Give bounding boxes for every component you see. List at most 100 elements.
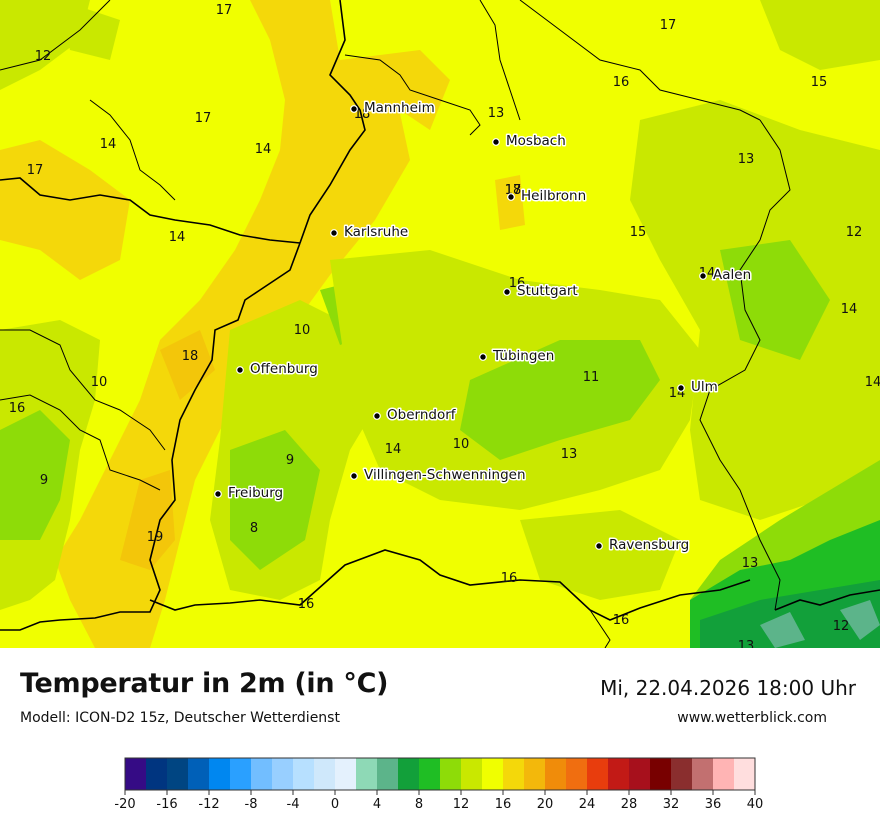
legend-swatch <box>356 758 378 790</box>
legend-tick-label: -12 <box>198 797 219 812</box>
temperature-value: 16 <box>501 571 518 586</box>
legend-swatch <box>188 758 210 790</box>
legend-tick-label: -4 <box>287 797 300 812</box>
model-source: Modell: ICON-D2 15z, Deutscher Wetterdie… <box>20 710 340 726</box>
temperature-value: 17 <box>27 163 44 178</box>
legend-swatch <box>650 758 672 790</box>
temperature-value: 9 <box>286 453 294 468</box>
city-label: Tübingen <box>492 348 554 364</box>
legend-swatch <box>482 758 504 790</box>
legend-swatch <box>146 758 168 790</box>
temperature-value: 10 <box>91 375 108 390</box>
city-label: Heilbronn <box>521 188 586 204</box>
legend-tick-label: 32 <box>663 797 680 812</box>
map-title: Temperatur in 2m (in °C) <box>20 668 389 699</box>
legend-tick-label: -20 <box>114 797 135 812</box>
temperature-value: 14 <box>385 442 402 457</box>
website-link[interactable]: www.wetterblick.com <box>677 710 827 726</box>
temperature-value: 13 <box>738 152 755 167</box>
temperature-value: 10 <box>453 437 470 452</box>
temperature-value: 17 <box>195 111 212 126</box>
legend-swatch <box>419 758 441 790</box>
temperature-value: 16 <box>613 75 630 90</box>
legend-swatch <box>671 758 693 790</box>
temperature-value: 17 <box>216 3 233 18</box>
city-label: Offenburg <box>250 361 318 377</box>
temperature-value: 14 <box>255 142 272 157</box>
temperature-value: 11 <box>583 370 600 385</box>
legend-tick-label: 20 <box>537 797 554 812</box>
legend-swatch <box>272 758 294 790</box>
legend-swatch <box>524 758 546 790</box>
temperature-value: 16 <box>613 613 630 628</box>
city-dot <box>330 229 338 237</box>
legend-swatch <box>713 758 735 790</box>
city-offenburg: Offenburg <box>236 360 319 379</box>
city-dot <box>677 384 685 392</box>
warm-zone-north <box>340 50 525 230</box>
city-dot <box>373 412 381 420</box>
city-label: Karlsruhe <box>344 224 408 240</box>
legend-tick-label: 4 <box>373 797 381 812</box>
cool-zone-south <box>520 510 680 600</box>
temperature-value: 8 <box>250 521 258 536</box>
city-ravensburg: Ravensburg <box>595 536 691 555</box>
color-legend: -20 -16 -12 -8 -4 0 4 8 12 16 20 24 28 32 36 40 <box>114 757 764 812</box>
temperature-value: 12 <box>35 49 52 64</box>
legend-tick-label: 24 <box>579 797 596 812</box>
city-aalen: Aalen <box>699 266 753 285</box>
warm-zone-rhine-core <box>120 330 215 570</box>
city-dot <box>492 138 500 146</box>
cool-zone-blackforest-deep <box>230 280 380 570</box>
city-dot <box>350 105 358 113</box>
temperature-value: 13 <box>488 106 505 121</box>
legend-swatch <box>377 758 399 790</box>
temperature-value: 13 <box>742 556 759 571</box>
legend-swatch <box>167 758 189 790</box>
city-dot <box>507 193 515 201</box>
legend-swatch <box>545 758 567 790</box>
legend-tick-label: 40 <box>747 797 764 812</box>
legend-tick-label: 12 <box>453 797 470 812</box>
legend-swatch <box>566 758 588 790</box>
temperature-value: 15 <box>811 75 828 90</box>
legend-frame <box>124 757 756 791</box>
cool-zone-north-east <box>760 0 880 70</box>
temperature-value: 17 <box>660 18 677 33</box>
border-lines <box>0 0 880 631</box>
legend-swatch <box>293 758 315 790</box>
city-dot <box>236 366 244 374</box>
city-freiburg: Freiburg <box>214 484 285 503</box>
temperature-value: 15 <box>630 225 647 240</box>
temperature-value: 16 <box>9 401 26 416</box>
legend-tick-label: 28 <box>621 797 638 812</box>
city-mosbach: Mosbach <box>492 132 567 151</box>
city-villingen-schwenningen: Villingen-Schwenningen <box>350 466 527 485</box>
legend-swatch <box>251 758 273 790</box>
temperature-value: 12 <box>846 225 863 240</box>
legend-swatch <box>125 758 147 790</box>
city-markers: Mannheim Mosbach Heilbronn Karlsruhe Stuttga… <box>214 99 753 555</box>
temperature-value: 14 <box>169 230 186 245</box>
legend-swatch <box>503 758 525 790</box>
city-t-bingen: Tübingen <box>479 347 556 366</box>
temperature-value: 9 <box>40 473 48 488</box>
legend-swatch <box>209 758 231 790</box>
legend-swatch <box>230 758 252 790</box>
cool-zone-alb-deep <box>460 340 660 460</box>
footer: Temperatur in 2m (in °C) Modell: ICON-D2… <box>0 648 880 830</box>
legend-tick-label: 16 <box>495 797 512 812</box>
legend-swatch <box>398 758 420 790</box>
temperature-value: 16 <box>298 597 315 612</box>
city-label: Villingen-Schwenningen <box>364 467 526 483</box>
legend-swatch <box>629 758 651 790</box>
temperature-value: 19 <box>147 530 164 545</box>
temperature-value: 14 <box>865 375 880 390</box>
city-dot <box>595 542 603 550</box>
temperature-value: 10 <box>294 323 311 338</box>
city-dot <box>503 288 511 296</box>
legend-swatch <box>335 758 357 790</box>
temperature-value: 14 <box>100 137 117 152</box>
